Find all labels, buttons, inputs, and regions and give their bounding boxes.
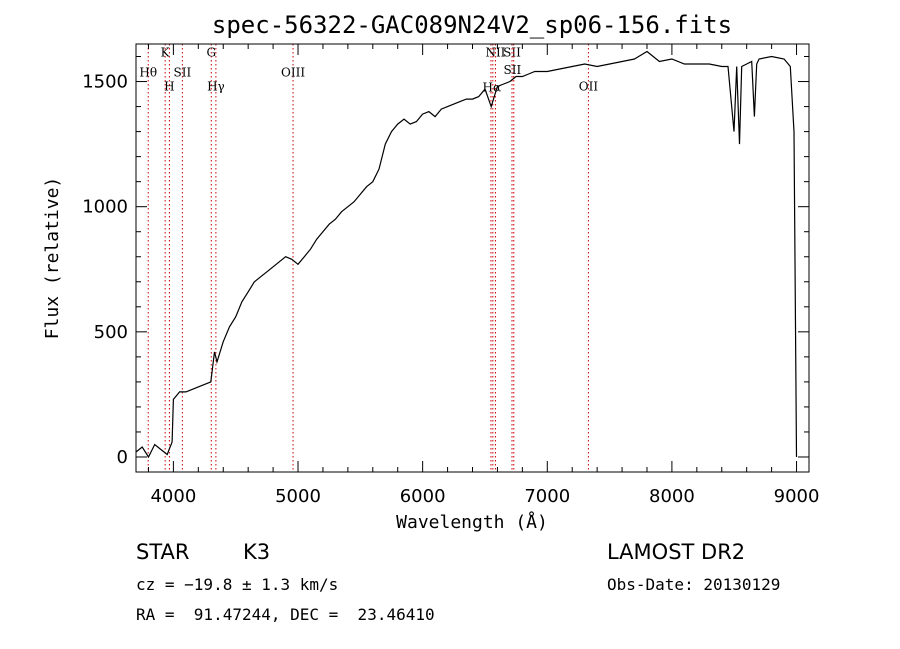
- emission-line-label: H: [164, 79, 174, 93]
- emission-line-label: SII: [503, 46, 521, 60]
- spectrum-line: [135, 50, 798, 459]
- x-tick-label: 9000: [774, 486, 820, 507]
- emission-line-label: NII: [485, 46, 505, 60]
- observation-date: Obs-Date: 20130129: [607, 575, 781, 594]
- y-axis: 0 500 1000 1500: [82, 56, 809, 468]
- emission-line-label: SII: [504, 63, 522, 77]
- y-tick-label: 1000: [82, 197, 128, 218]
- object-subclass: K3: [243, 540, 271, 564]
- x-tick-label: 7000: [524, 486, 570, 507]
- x-tick-label: 5000: [275, 486, 321, 507]
- emission-line-label: OII: [579, 79, 599, 93]
- spectrum-series: [135, 50, 798, 459]
- emission-line-label: K: [161, 46, 171, 60]
- x-axis: 4000 5000 6000 7000 8000 9000: [147, 44, 820, 507]
- emission-line-label: OIII: [281, 66, 305, 80]
- x-tick-label: 6000: [400, 486, 446, 507]
- emission-line-label: Hθ: [139, 66, 157, 80]
- y-tick-label: 0: [117, 447, 128, 468]
- x-tick-label: 4000: [150, 486, 196, 507]
- emission-line-label: SII: [174, 66, 192, 80]
- coordinates: RA = 91.47244, DEC = 23.46410: [136, 605, 435, 624]
- y-tick-label: 500: [94, 322, 128, 343]
- x-tick-label: 8000: [649, 486, 695, 507]
- emission-line-label: Hγ: [207, 79, 225, 93]
- redshift-value: cz = −19.8 ± 1.3 km/s: [136, 575, 339, 594]
- emission-line-label: G: [206, 46, 216, 60]
- x-axis-label: Wavelength (Å): [396, 511, 548, 533]
- plot-frame: [135, 43, 810, 473]
- object-class: STAR: [136, 540, 190, 564]
- y-tick-label: 1500: [82, 72, 128, 93]
- y-axis-label: Flux (relative): [42, 177, 63, 340]
- emission-line-label: Hα: [483, 81, 502, 95]
- chart-title: spec-56322-GAC089N24V2_sp06-156.fits: [212, 11, 732, 39]
- survey-name: LAMOST DR2: [607, 540, 746, 564]
